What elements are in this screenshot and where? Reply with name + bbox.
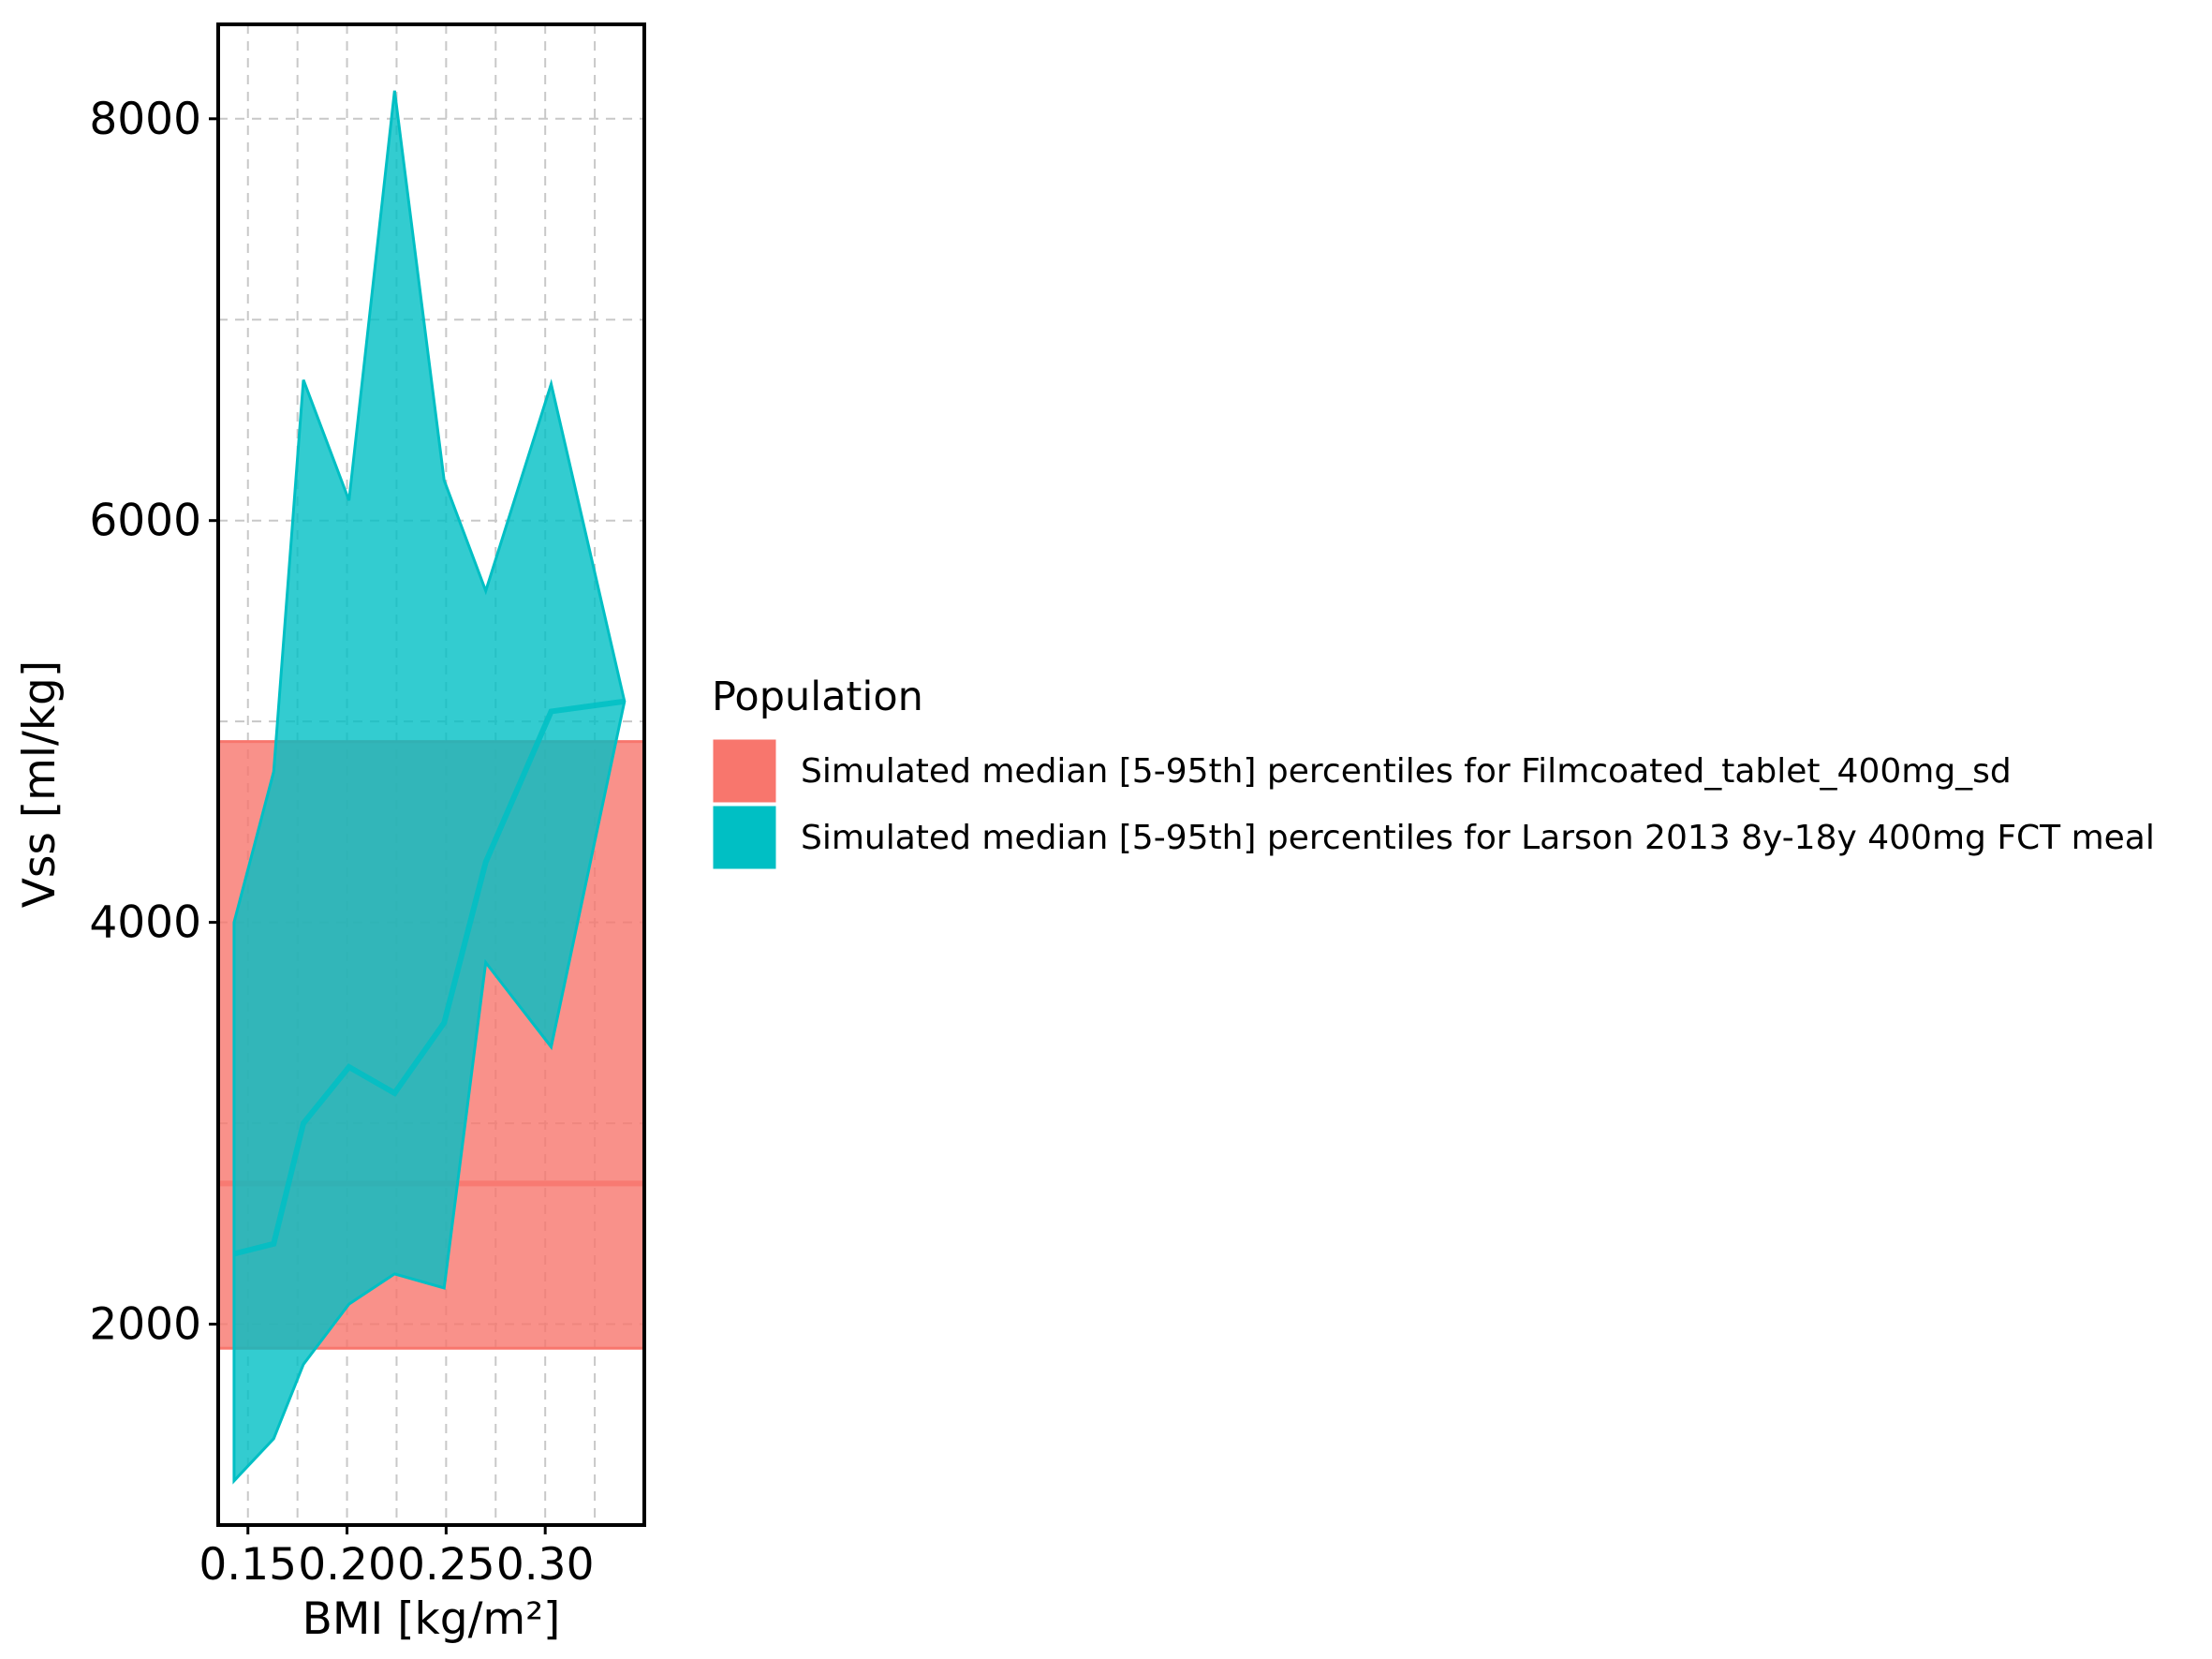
y-tick-label: 6000 <box>89 496 201 547</box>
legend-items: Simulated median [5-95th] percentiles fo… <box>710 736 2155 872</box>
x-tick-label: 0.25 <box>397 1539 495 1591</box>
legend-title: Population <box>712 674 923 720</box>
legend: Population Simulated median [5-95th] per… <box>710 674 2155 872</box>
x-tick-label: 0.20 <box>298 1539 396 1591</box>
plot-border <box>216 22 646 1527</box>
legend-item-2: Simulated median [5-95th] percentiles fo… <box>710 803 2155 872</box>
series-2-median-line <box>233 698 626 1257</box>
legend-swatch <box>710 803 779 872</box>
x-tick-label: 0.15 <box>199 1539 297 1591</box>
y-axis-title: Vss [ml/kg] <box>14 660 66 908</box>
y-tick-label: 2000 <box>89 1299 201 1351</box>
legend-label: Simulated median [5-95th] percentiles fo… <box>801 819 2155 857</box>
legend-label: Simulated median [5-95th] percentiles fo… <box>801 752 2012 791</box>
legend-swatch <box>710 736 779 806</box>
plot-data <box>216 90 646 1485</box>
legend-item-1: Simulated median [5-95th] percentiles fo… <box>710 736 2012 806</box>
x-axis-title: BMI [kg/m²] <box>302 1593 561 1645</box>
axes: 0.15 0.20 0.25 0.30 2000 4000 6000 8000 <box>89 94 594 1591</box>
y-tick-label: 4000 <box>89 897 201 949</box>
series-2 <box>232 90 627 1485</box>
series-2-percentile-band <box>232 90 627 1485</box>
y-tick-label: 8000 <box>89 94 201 145</box>
x-tick-label: 0.30 <box>496 1539 595 1591</box>
